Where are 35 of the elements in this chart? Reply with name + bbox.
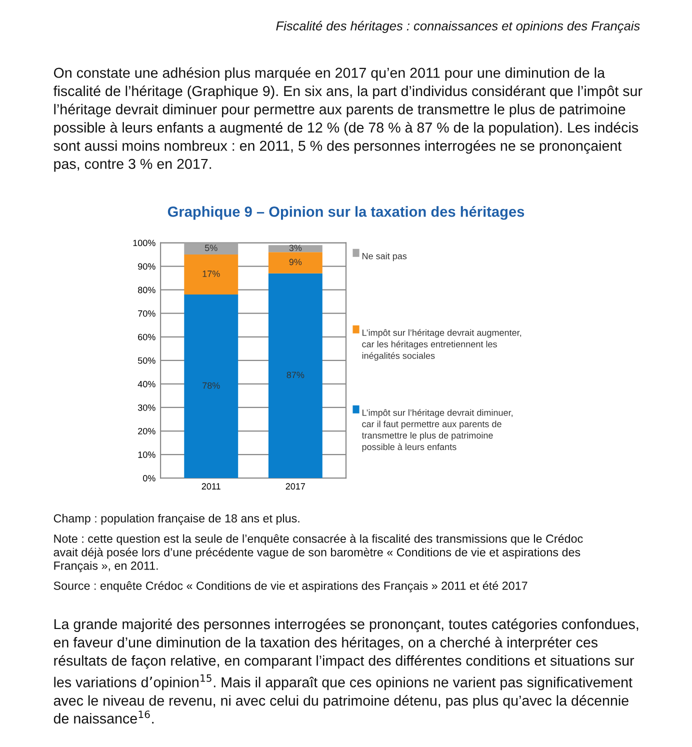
y-tick-label: 30% [138,404,156,411]
bar [268,252,322,274]
bar [184,294,238,478]
bar [184,242,238,255]
y-tick-label: 100% [133,240,156,246]
legend-label: L’impôt sur l’héritage devrait augmenter, car les héritages entretiennent les inégalités sociales [362,329,522,361]
bar [268,273,322,478]
y-tick-label: 20% [138,428,156,434]
data-label: 78% [202,382,220,389]
text: On constate une adhésion plus marquée en 2017 qu’en 2011 pour une diminution de la fiscalité de l’héritage (Graphique 9). En six ans, la part d’individus considérant que l’impôt sur l’héritage devrait diminuer pour permettre aux parents de transmettre le plus de patrimoine possible à leurs enfants a augmenté de 12 % (de 78 % à 87 % de la population). Les indécis sont aussi moins nombreux : en 2011, 5 % des personnes interrogées ne se prononçaient pas, contre 3 % en 2017. [53,67,642,172]
y-tick-label: 80% [138,286,156,294]
source-note: Source : enquête Crédoc « Conditions de vie et aspirations des Français » 2011 et été 2017 [54,581,528,592]
legend-label: L’impôt sur l’héritage devrait diminuer, car il faut permettre aux parents de transmettre le plus de patrimoine possible à leurs enfants [362,409,512,452]
text: Note : cette question est la seule de l’enquête consacrée à la fiscalité des transmissions que le Crédoc avait déjà posée lors d’une précédente vague de son baromètre « Conditions de vie et aspirations des Français », en 2011. [54,534,583,572]
data-label: 17% [202,270,220,277]
y-tick-label: 70% [138,310,156,317]
y-tick-label: 10% [138,452,156,458]
chart-title: Graphique 9 – Opinion sur la taxation des héritages [168,206,524,220]
x-tick-label: 2011 [202,483,220,490]
y-tick-label: 40% [138,380,156,388]
bar [184,254,238,295]
data-label: 9% [289,258,302,266]
bar [268,245,322,252]
legend-label: Ne sait pas [362,252,407,262]
data-label: 3% [289,244,302,252]
text: Champ : population française de 18 ans et plus. [54,514,300,525]
y-tick-label: 50% [138,357,156,364]
y-tick-label: 90% [138,263,156,270]
x-tick-label: 2017 [286,483,306,490]
text: La grande majorité des personnes interrogées se prononçant, toutes catégories confondues, en faveur d’une diminution de la taxation des héritages, on a cherché à interpréter ces résultats de façon relative, en comparant l’impact des différentes conditions et situations sur les variations d’opinion$^{15}$. Mais il apparaît que ces opinions ne varient pas significativement avec le niveau de revenu, ni avec celui du patrimoine détenu, pas plus qu’avec la décennie de naissance$^{16}$. [54,618,638,724]
data-label: 5% [204,244,218,252]
data-label: 87% [286,372,304,378]
y-tick-label: 0% [142,475,156,482]
text: Fiscalité des héritages : connaissances et opinions des Français [276,20,640,33]
y-tick-label: 60% [138,334,156,340]
